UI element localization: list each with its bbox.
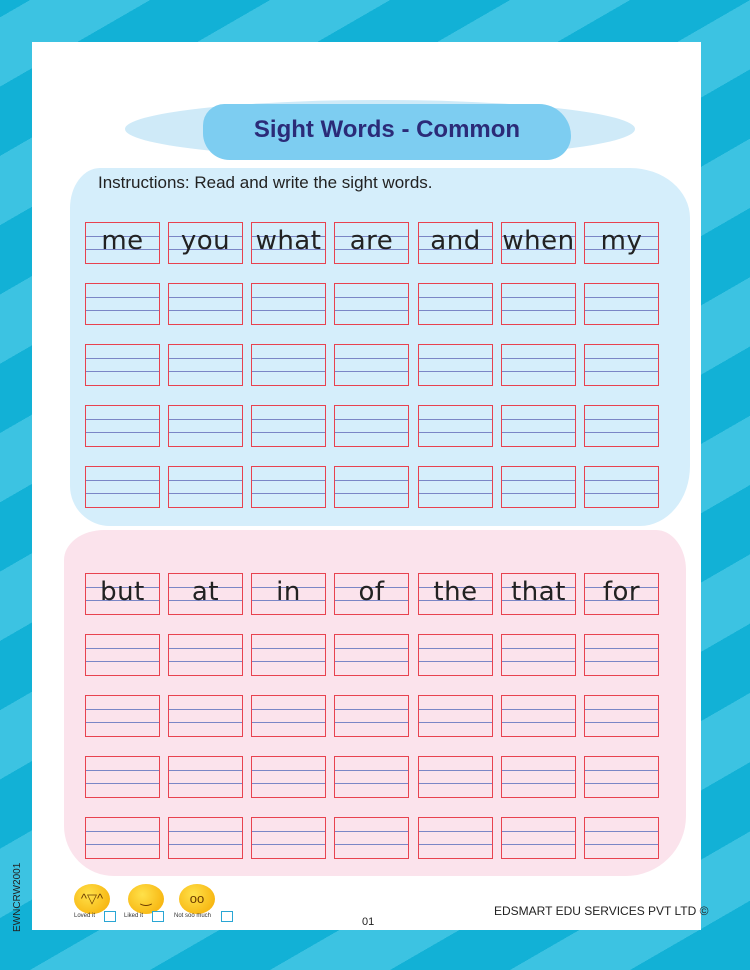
writing-box[interactable]	[584, 344, 659, 386]
writing-box[interactable]	[334, 344, 409, 386]
writing-box[interactable]	[85, 405, 160, 447]
writing-box[interactable]	[418, 817, 493, 859]
writing-box[interactable]	[418, 344, 493, 386]
writing-box[interactable]	[168, 695, 243, 737]
sight-word: of	[358, 577, 385, 607]
rating-checkbox-not-much[interactable]	[221, 911, 233, 922]
writing-box[interactable]	[251, 634, 326, 676]
writing-box[interactable]	[418, 283, 493, 325]
writing-box[interactable]	[85, 466, 160, 508]
sight-word: when	[502, 226, 575, 256]
writing-box[interactable]	[501, 634, 576, 676]
title-blob	[203, 104, 571, 160]
writing-box[interactable]	[251, 466, 326, 508]
sight-word: you	[180, 226, 231, 256]
writing-box[interactable]	[418, 695, 493, 737]
writing-box[interactable]	[501, 756, 576, 798]
writing-box[interactable]	[251, 695, 326, 737]
sight-word: for	[602, 577, 641, 607]
word-box: my	[584, 222, 659, 264]
sight-word: what	[255, 226, 322, 256]
writing-box[interactable]	[334, 695, 409, 737]
instructions: Instructions: Read and write the sight w…	[98, 173, 433, 192]
word-box: me	[85, 222, 160, 264]
writing-box[interactable]	[168, 466, 243, 508]
writing-box[interactable]	[251, 344, 326, 386]
smiling-face-icon: ‿	[128, 884, 164, 914]
page-number: 01	[362, 916, 375, 928]
writing-box[interactable]	[501, 344, 576, 386]
word-box: for	[584, 573, 659, 615]
writing-box[interactable]	[85, 817, 160, 859]
writing-box[interactable]	[168, 634, 243, 676]
writing-box[interactable]	[418, 466, 493, 508]
writing-box[interactable]	[418, 634, 493, 676]
writing-box[interactable]	[334, 466, 409, 508]
writing-box[interactable]	[168, 344, 243, 386]
publisher: EDSMART EDU SERVICES PVT LTD ©	[494, 904, 709, 918]
writing-box[interactable]	[584, 756, 659, 798]
sight-word: in	[276, 577, 301, 607]
writing-box[interactable]	[334, 817, 409, 859]
word-box: but	[85, 573, 160, 615]
writing-box[interactable]	[251, 817, 326, 859]
writing-box[interactable]	[85, 283, 160, 325]
worksheet-code: EWNCRW2001	[12, 862, 23, 932]
writing-box[interactable]	[584, 817, 659, 859]
word-box: at	[168, 573, 243, 615]
writing-box[interactable]	[418, 405, 493, 447]
writing-box[interactable]	[168, 283, 243, 325]
writing-box[interactable]	[251, 756, 326, 798]
word-box: what	[251, 222, 326, 264]
writing-box[interactable]	[334, 405, 409, 447]
sight-word: me	[101, 226, 144, 256]
writing-box[interactable]	[85, 344, 160, 386]
sight-word: that	[511, 577, 566, 607]
writing-box[interactable]	[85, 695, 160, 737]
word-box: when	[501, 222, 576, 264]
writing-box[interactable]	[501, 695, 576, 737]
word-box: you	[168, 222, 243, 264]
writing-box[interactable]	[501, 466, 576, 508]
sight-word: at	[191, 577, 220, 607]
word-box: that	[501, 573, 576, 615]
writing-box[interactable]	[334, 756, 409, 798]
writing-box[interactable]	[584, 634, 659, 676]
writing-box[interactable]	[584, 283, 659, 325]
rating-label: Loved it	[74, 913, 96, 919]
word-box: of	[334, 573, 409, 615]
word-box: and	[418, 222, 493, 264]
rating-label: Liked it	[124, 913, 144, 919]
writing-box[interactable]	[584, 466, 659, 508]
writing-box[interactable]	[168, 756, 243, 798]
writing-box[interactable]	[334, 283, 409, 325]
word-box: in	[251, 573, 326, 615]
writing-box[interactable]	[85, 756, 160, 798]
laughing-face-icon: ^▽^	[74, 884, 110, 914]
sight-word: are	[349, 226, 394, 256]
word-box: the	[418, 573, 493, 615]
rating-checkbox-loved[interactable]	[104, 911, 116, 922]
writing-box[interactable]	[418, 756, 493, 798]
sight-word: and	[430, 226, 481, 256]
writing-box[interactable]	[251, 405, 326, 447]
writing-box[interactable]	[168, 405, 243, 447]
eye-roll-face-icon: oo	[179, 884, 215, 914]
writing-box[interactable]	[501, 283, 576, 325]
sight-word: my	[600, 226, 643, 256]
writing-box[interactable]	[168, 817, 243, 859]
page-title: Sight Words - Common	[253, 116, 521, 143]
sight-word: the	[433, 577, 478, 607]
writing-box[interactable]	[501, 405, 576, 447]
writing-box[interactable]	[85, 634, 160, 676]
word-box: are	[334, 222, 409, 264]
writing-box[interactable]	[501, 817, 576, 859]
rating-label: Not soo much	[174, 913, 212, 919]
sight-word: but	[100, 577, 145, 607]
writing-box[interactable]	[251, 283, 326, 325]
writing-box[interactable]	[334, 634, 409, 676]
rating-checkbox-liked[interactable]	[152, 911, 164, 922]
writing-box[interactable]	[584, 695, 659, 737]
writing-box[interactable]	[584, 405, 659, 447]
